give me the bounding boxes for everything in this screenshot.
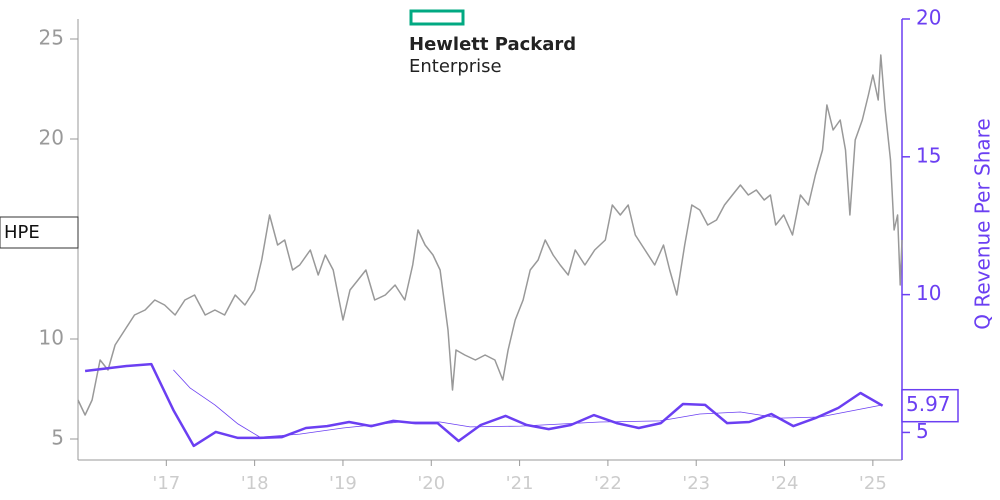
series-line (173, 369, 883, 438)
y2-tick-label: 5 (916, 419, 929, 443)
series-line (77, 54, 903, 416)
ticker-label: HPE (4, 222, 40, 243)
value-label: 5.97 (906, 392, 951, 416)
x-tick-label: '20 (417, 473, 445, 494)
y-tick-label: 10 (39, 326, 64, 350)
x-tick-label: '19 (329, 473, 357, 494)
series-line (84, 362, 884, 448)
logo-mark (409, 9, 465, 26)
y-tick-label: 20 (39, 126, 64, 150)
ticker-box (0, 216, 79, 249)
logo-text: Enterprise (409, 56, 502, 77)
y-tick-label: 25 (39, 26, 64, 50)
y-tick-label: 5 (51, 426, 64, 450)
y2-tick-label: 10 (916, 281, 941, 305)
x-tick-label: '25 (859, 473, 887, 494)
x-tick-label: '22 (594, 473, 622, 494)
x-tick-label: '24 (771, 473, 799, 494)
x-tick-label: '23 (682, 473, 710, 494)
y2-tick-label: 20 (916, 6, 941, 30)
y2-axis-title: Q Revenue Per Share (971, 118, 995, 330)
x-tick-label: '17 (152, 473, 180, 494)
value-label-box (901, 388, 959, 423)
y2-tick-label: 15 (916, 143, 941, 167)
logo-text: Hewlett Packard (409, 34, 576, 55)
x-tick-label: '18 (241, 473, 269, 494)
x-tick-label: '21 (506, 473, 534, 494)
